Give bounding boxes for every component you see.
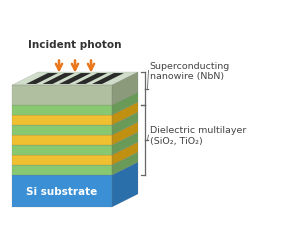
- Polygon shape: [12, 135, 112, 145]
- Polygon shape: [59, 74, 91, 85]
- Polygon shape: [112, 93, 138, 115]
- Polygon shape: [12, 152, 138, 165]
- Polygon shape: [12, 162, 138, 175]
- Polygon shape: [92, 74, 124, 85]
- Polygon shape: [12, 103, 138, 115]
- Polygon shape: [112, 122, 138, 145]
- Polygon shape: [12, 93, 138, 106]
- Polygon shape: [12, 112, 138, 126]
- Polygon shape: [112, 132, 138, 155]
- Polygon shape: [112, 103, 138, 126]
- Text: Si substrate: Si substrate: [26, 186, 98, 196]
- Polygon shape: [112, 162, 138, 207]
- Polygon shape: [112, 112, 138, 135]
- Polygon shape: [12, 73, 138, 86]
- Polygon shape: [43, 74, 74, 85]
- Polygon shape: [12, 132, 138, 145]
- Polygon shape: [12, 86, 112, 106]
- Polygon shape: [12, 145, 112, 155]
- Text: Incident photon: Incident photon: [28, 40, 122, 50]
- Polygon shape: [12, 122, 138, 135]
- Polygon shape: [26, 74, 58, 85]
- Polygon shape: [112, 73, 138, 106]
- Text: Superconducting
nanowire (NbN): Superconducting nanowire (NbN): [149, 61, 230, 81]
- Polygon shape: [12, 155, 112, 165]
- Polygon shape: [12, 142, 138, 155]
- Polygon shape: [12, 115, 112, 126]
- Polygon shape: [12, 106, 112, 115]
- Polygon shape: [12, 165, 112, 175]
- Polygon shape: [12, 175, 112, 207]
- Text: Dielectric multilayer
(SiO₂, TiO₂): Dielectric multilayer (SiO₂, TiO₂): [149, 126, 246, 145]
- Polygon shape: [76, 74, 107, 85]
- Polygon shape: [112, 142, 138, 165]
- Polygon shape: [12, 126, 112, 135]
- Polygon shape: [112, 152, 138, 175]
